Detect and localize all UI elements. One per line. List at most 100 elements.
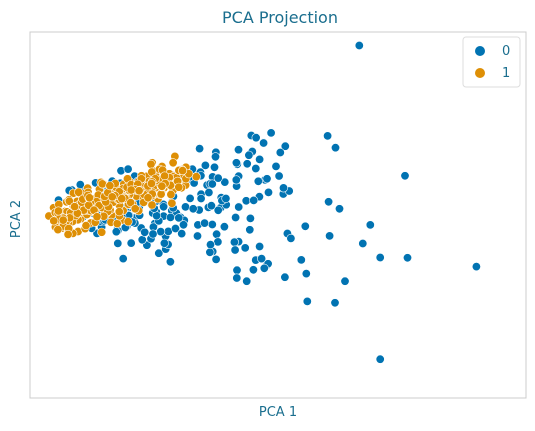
scatter-point-0 [301, 269, 311, 279]
scatter-point-1 [58, 215, 68, 225]
scatter-point-0 [171, 224, 181, 234]
scatter-point-0 [152, 211, 162, 221]
scatter-point-0 [274, 171, 284, 181]
scatter-point-0 [244, 150, 254, 160]
scatter-point-0 [185, 193, 195, 203]
scatter-point-0 [365, 220, 375, 230]
scatter-point-1 [126, 198, 136, 208]
scatter-point-0 [334, 204, 344, 214]
scatter-point-0 [255, 242, 265, 252]
points-layer [44, 40, 481, 364]
scatter-point-0 [240, 243, 250, 253]
scatter-point-1 [167, 198, 177, 208]
scatter-point-0 [229, 237, 239, 247]
scatter-point-0 [126, 238, 136, 248]
scatter-point-0 [210, 162, 220, 172]
legend-box [462, 36, 521, 88]
scatter-point-1 [105, 181, 115, 191]
scatter-point-1 [191, 172, 201, 182]
scatter-point-0 [181, 202, 191, 212]
scatter-point-0 [195, 144, 205, 154]
scatter-point-1 [114, 207, 124, 217]
scatter-point-0 [241, 196, 251, 206]
legend-marker-1 [475, 68, 485, 78]
scatter-point-0 [245, 225, 255, 235]
scatter-point-0 [166, 212, 176, 222]
scatter-point-0 [375, 354, 385, 364]
scatter-point-0 [193, 231, 203, 241]
scatter-point-0 [231, 158, 241, 168]
scatter-point-1 [53, 206, 63, 216]
scatter-point-0 [156, 227, 166, 237]
scatter-point-0 [231, 175, 241, 185]
scatter-point-0 [207, 179, 217, 189]
scatter-point-0 [251, 164, 261, 174]
legend-marker-0 [475, 46, 485, 56]
scatter-point-0 [400, 171, 410, 181]
scatter-point-0 [330, 298, 340, 308]
scatter-point-0 [179, 220, 189, 230]
scatter-point-0 [259, 263, 269, 273]
scatter-point-1 [174, 182, 184, 192]
scatter-point-0 [402, 253, 412, 263]
scatter-point-0 [159, 202, 169, 212]
scatter-point-0 [177, 229, 187, 239]
scatter-point-0 [137, 235, 147, 245]
scatter-point-0 [148, 229, 158, 239]
scatter-point-0 [249, 195, 259, 205]
scatter-point-1 [168, 158, 178, 168]
scatter-point-0 [286, 233, 296, 243]
scatter-point-0 [231, 213, 241, 223]
scatter-point-0 [207, 220, 217, 230]
scatter-point-0 [323, 131, 333, 141]
scatter-point-1 [70, 202, 80, 212]
legend-label-0: 0 [502, 44, 510, 59]
scatter-point-0 [471, 262, 481, 272]
scatter-point-0 [165, 257, 175, 267]
scatter-point-0 [234, 145, 244, 155]
scatter-point-0 [296, 255, 306, 265]
scatter-point-1 [92, 212, 102, 222]
scatter-point-0 [219, 222, 229, 232]
scatter-point-1 [166, 190, 176, 200]
scatter-point-1 [107, 192, 117, 202]
scatter-point-0 [251, 133, 261, 143]
scatter-point-0 [253, 176, 263, 186]
scatter-point-1 [64, 196, 74, 206]
scatter-point-1 [85, 193, 95, 203]
scatter-point-0 [340, 276, 350, 286]
scatter-point-0 [140, 227, 150, 237]
scatter-point-0 [220, 177, 230, 187]
scatter-point-0 [248, 265, 258, 275]
scatter-point-1 [147, 200, 157, 210]
scatter-point-0 [211, 254, 221, 264]
scatter-point-0 [188, 204, 198, 214]
scatter-point-0 [213, 173, 223, 183]
scatter-point-0 [154, 248, 164, 258]
scatter-point-0 [275, 148, 285, 158]
scatter-point-1 [126, 185, 136, 195]
scatter-point-0 [262, 174, 272, 184]
scatter-point-0 [325, 231, 335, 241]
scatter-point-0 [213, 205, 223, 215]
scatter-point-0 [205, 247, 215, 257]
scatter-point-1 [97, 227, 107, 237]
y-axis-label: PCA 2 [9, 200, 24, 238]
scatter-point-1 [63, 229, 73, 239]
scatter-point-1 [143, 193, 153, 203]
scatter-point-0 [278, 183, 288, 193]
scatter-point-0 [300, 221, 310, 231]
x-axis-label: PCA 1 [259, 405, 297, 420]
scatter-point-0 [259, 138, 269, 148]
scatter-point-1 [117, 194, 127, 204]
scatter-point-0 [280, 141, 290, 151]
scatter-point-0 [242, 276, 252, 286]
legend-label-1: 1 [502, 66, 510, 81]
scatter-point-0 [324, 197, 334, 207]
scatter-point-0 [266, 128, 276, 138]
scatter-point-1 [130, 204, 140, 214]
scatter-point-1 [49, 216, 59, 226]
scatter-point-0 [123, 164, 133, 174]
scatter-point-1 [97, 179, 107, 189]
